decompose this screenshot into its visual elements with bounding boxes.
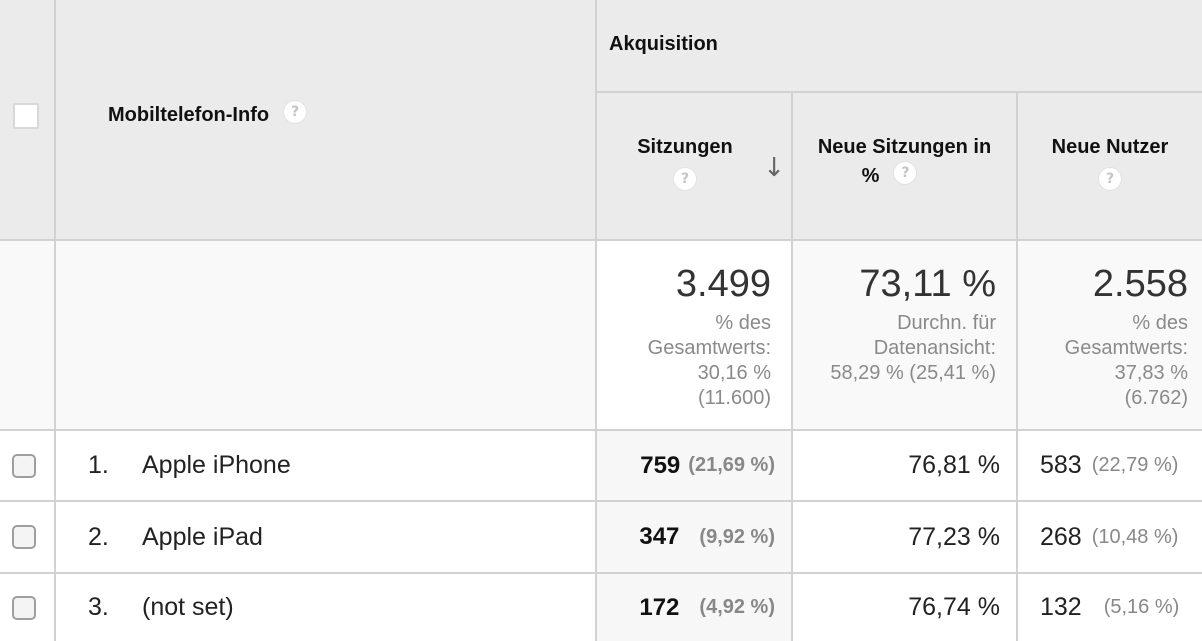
row-sessions-cell: 347 (9,92 %)	[597, 502, 793, 574]
totals-sessions-value: 3.499	[675, 263, 771, 305]
totals-new-users-line4: (6.762)	[1124, 387, 1188, 409]
row-checkbox[interactable]	[12, 525, 36, 549]
row-sessions-pct: (21,69 %)	[688, 454, 775, 476]
row-new-users-value: 132	[1040, 593, 1082, 621]
row-new-sessions-pct: 76,74 %	[908, 593, 1000, 621]
row-new-users-cell: 132 (5,16 %)	[1018, 574, 1202, 641]
totals-sessions: 3.499 % des Gesamtwerts: 30,16 % (11.600…	[597, 241, 793, 431]
table-row	[0, 431, 56, 502]
totals-new-users: 2.558 % des Gesamtwerts: 37,83 % (6.762)	[1018, 241, 1202, 431]
totals-new-users-value: 2.558	[1092, 263, 1188, 305]
new-users-header[interactable]: Neue Nutzer ?	[1018, 93, 1202, 241]
table-row	[0, 502, 56, 574]
totals-new-sessions-pct-line2: Datenansicht:	[873, 337, 996, 359]
totals-new-sessions-pct-line1: Durchn. für	[897, 312, 996, 334]
totals-sessions-line4: (11.600)	[697, 387, 771, 409]
totals-new-sessions-pct-line3: 58,29 % (25,41 %)	[830, 362, 996, 384]
row-new-users-pct: (22,79 %)	[1091, 454, 1179, 476]
totals-sessions-line1: % des	[715, 312, 771, 334]
row-sessions-value: 759	[640, 451, 681, 479]
row-index: 3.	[88, 593, 109, 621]
totals-dimension-cell	[56, 241, 597, 431]
totals-sessions-line2: Gesamtwerts:	[647, 337, 771, 359]
row-new-users-value: 268	[1040, 522, 1082, 551]
totals-new-users-line2: Gesamtwerts:	[1064, 337, 1188, 359]
new-users-label: Neue Nutzer	[1051, 136, 1169, 158]
row-index: 2.	[88, 522, 109, 551]
row-name-link[interactable]: (not set)	[142, 593, 234, 621]
row-new-users-pct: (5,16 %)	[1103, 596, 1180, 618]
row-sessions-pct: (9,92 %)	[699, 525, 775, 548]
acquisition-label: Akquisition	[609, 33, 718, 55]
help-icon[interactable]: ?	[893, 160, 918, 185]
row-new-users-pct: (10,48 %)	[1091, 525, 1179, 548]
acquisition-group-header: Akquisition	[597, 0, 1202, 93]
help-icon[interactable]: ?	[283, 99, 308, 124]
row-new-users-cell: 583 (22,79 %)	[1018, 431, 1202, 502]
row-dimension-cell: 2. Apple iPad	[56, 502, 597, 574]
row-new-sessions-pct: 77,23 %	[908, 522, 1000, 551]
sessions-label: Sitzungen	[637, 136, 733, 158]
header-checkbox-cell	[0, 0, 56, 241]
row-sessions-cell: 172 (4,92 %)	[597, 574, 793, 641]
row-sessions-value: 172	[639, 593, 680, 621]
totals-checkbox-cell	[0, 241, 56, 431]
row-index: 1.	[88, 451, 109, 479]
dimension-label[interactable]: Mobiltelefon-Info	[108, 104, 270, 126]
row-checkbox[interactable]	[12, 453, 36, 478]
row-new-sessions-pct: 76,81 %	[908, 451, 1000, 479]
row-dimension-cell: 3. (not set)	[56, 574, 597, 641]
totals-new-sessions-pct: 73,11 % Durchn. für Datenansicht: 58,29 …	[793, 241, 1018, 431]
row-new-users-value: 583	[1040, 451, 1082, 479]
row-new-sessions-pct-cell: 76,81 %	[793, 431, 1018, 502]
row-name-link[interactable]: Apple iPhone	[142, 451, 291, 479]
sort-descending-icon[interactable]: ↓	[763, 153, 785, 183]
totals-sessions-line3: 30,16 %	[697, 362, 771, 384]
select-all-checkbox[interactable]	[13, 103, 39, 129]
sessions-header[interactable]: Sitzungen ? ↓	[597, 93, 793, 241]
help-icon[interactable]: ?	[673, 167, 697, 191]
table-row	[0, 574, 56, 641]
row-new-sessions-pct-cell: 76,74 %	[793, 574, 1018, 641]
row-name-link[interactable]: Apple iPad	[142, 522, 263, 551]
new-sessions-pct-header[interactable]: Neue Sitzungen in % ?	[793, 93, 1018, 241]
row-new-users-cell: 268 (10,48 %)	[1018, 502, 1202, 574]
row-checkbox[interactable]	[12, 595, 36, 620]
totals-new-users-line1: % des	[1132, 312, 1188, 334]
dimension-header: Mobiltelefon-Info ?	[56, 0, 597, 241]
totals-new-sessions-pct-value: 73,11 %	[859, 263, 996, 305]
new-sessions-pct-label-line2: %	[861, 165, 880, 187]
totals-new-users-line3: 37,83 %	[1114, 362, 1188, 384]
row-dimension-cell: 1. Apple iPhone	[56, 431, 597, 502]
row-sessions-pct: (4,92 %)	[699, 596, 775, 618]
row-sessions-value: 347	[639, 523, 680, 550]
row-new-sessions-pct-cell: 77,23 %	[793, 502, 1018, 574]
help-icon[interactable]: ?	[1098, 167, 1122, 191]
row-sessions-cell: 759 (21,69 %)	[597, 431, 793, 502]
new-sessions-pct-label-line1: Neue Sitzungen in	[817, 136, 992, 158]
